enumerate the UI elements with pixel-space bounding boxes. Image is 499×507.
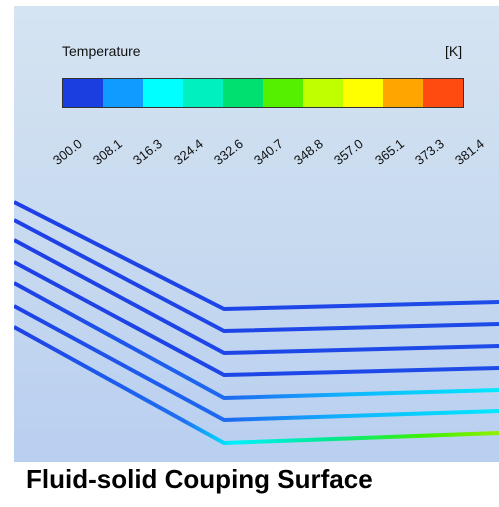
color-bar-segment [383,79,423,107]
pipe-line [14,200,499,311]
pipe-line [14,325,499,445]
pipe-line [14,304,499,422]
legend-title: Temperature [62,43,141,59]
color-bar-segment [63,79,103,107]
pipe-line [14,218,499,333]
color-bar-segment [103,79,143,107]
render-viewport[interactable]: Temperature [K] 300.0 308.1 316.3 324.4 … [14,6,499,462]
color-bar-segment [263,79,303,107]
color-bar-segment [423,79,463,107]
color-bar-segment [143,79,183,107]
figure-caption: Fluid-solid Couping Surface [26,464,373,494]
pipe-line [14,260,499,377]
color-bar-segment [303,79,343,107]
color-bar-segment [183,79,223,107]
pipe-line [14,281,499,400]
color-bar [62,78,464,108]
pipe-line [14,238,499,355]
pipe-surfaces [14,200,499,445]
color-bar-segment [343,79,383,107]
color-bar-segment [223,79,263,107]
legend-unit: [K] [445,43,463,59]
